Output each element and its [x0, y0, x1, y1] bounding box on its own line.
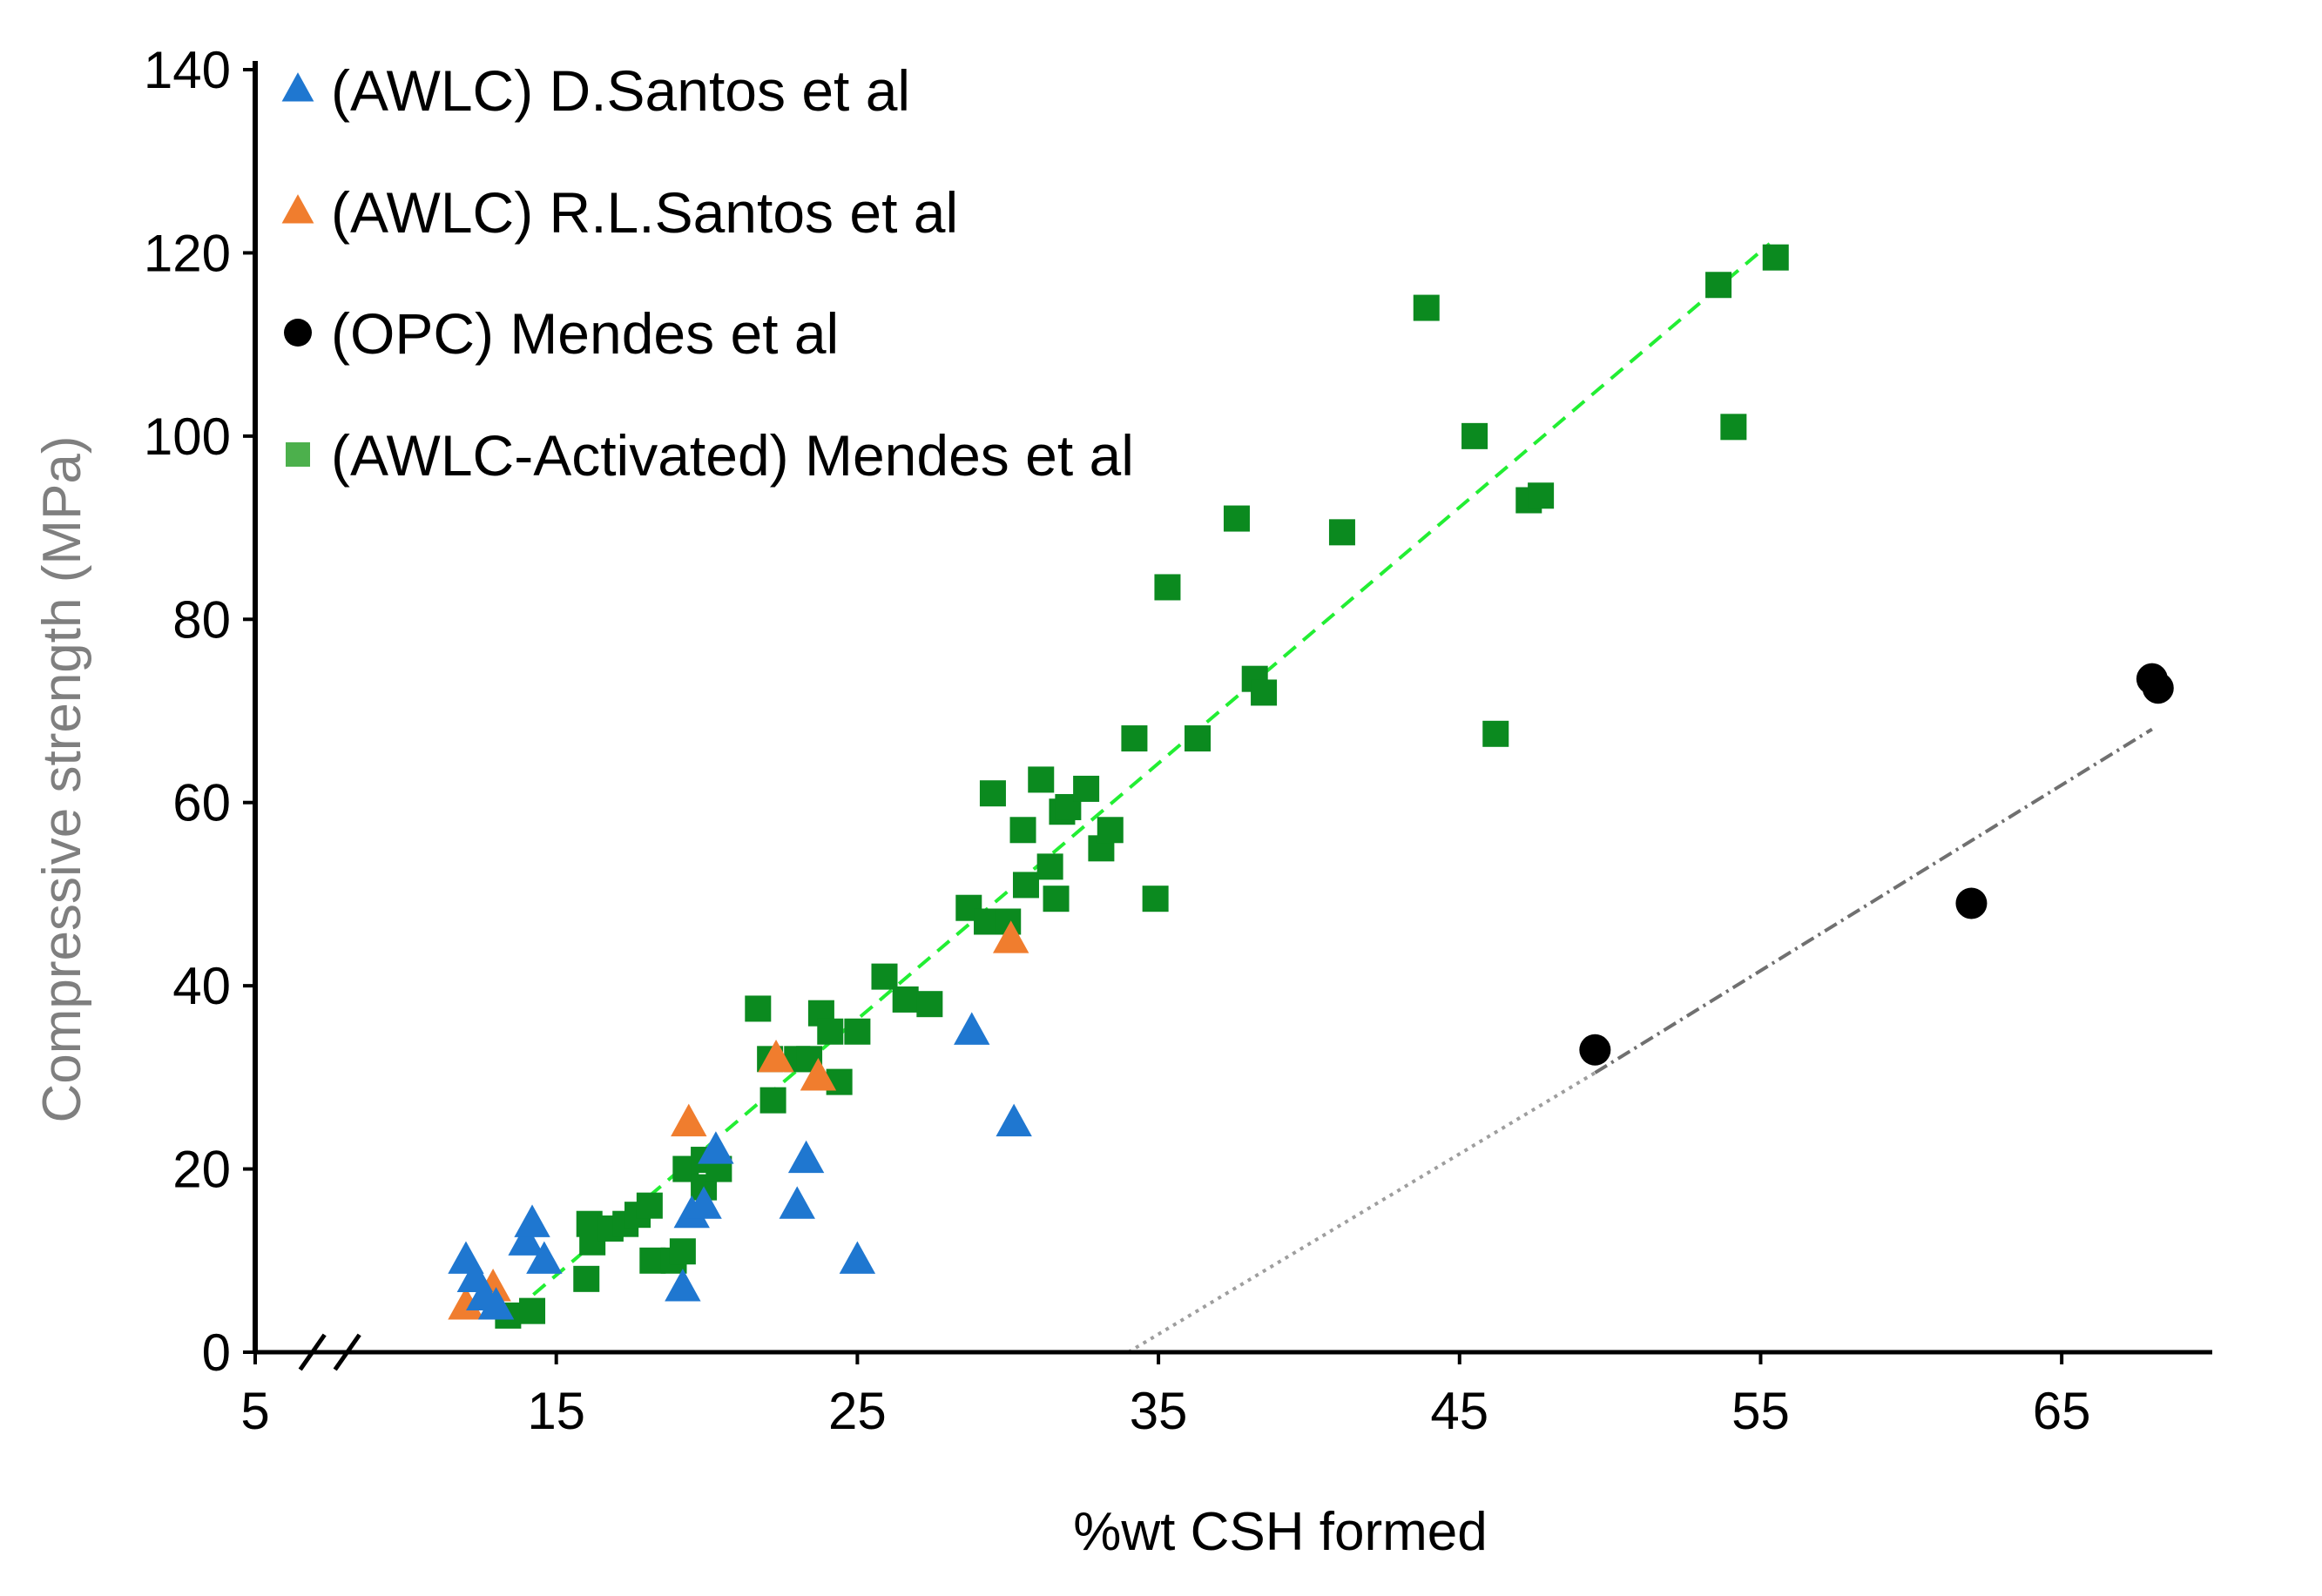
point-awlc-d-santos-et-al	[954, 1012, 990, 1045]
point-awlc-r-l-santos-et-al	[671, 1103, 707, 1137]
point-awlc-activated-mendes-et-al	[979, 780, 1006, 807]
legend-marker-awlc-activated-mendes-et-al	[286, 442, 310, 467]
point-awlc-r-l-santos-et-al	[992, 920, 1029, 953]
point-awlc-activated-mendes-et-al	[636, 1192, 663, 1219]
point-awlc-activated-mendes-et-al	[844, 1018, 871, 1045]
point-awlc-r-l-santos-et-al	[758, 1039, 794, 1073]
point-awlc-activated-mendes-et-al	[1482, 720, 1509, 747]
y-tick-label: 20	[172, 1141, 231, 1199]
y-tick-label: 80	[172, 590, 231, 649]
legend-label-awlc-r-l-santos-et-al: (AWLC) R.L.Santos et al	[331, 180, 958, 245]
point-awlc-activated-mendes-et-al	[1705, 272, 1732, 299]
point-awlc-activated-mendes-et-al	[1142, 886, 1169, 912]
point-awlc-activated-mendes-et-al	[1413, 294, 1440, 321]
y-tick-label: 0	[202, 1323, 231, 1382]
point-awlc-activated-mendes-et-al	[1461, 422, 1488, 449]
point-awlc-d-santos-et-al	[477, 1287, 515, 1320]
point-awlc-d-santos-et-al	[665, 1269, 701, 1302]
point-awlc-d-santos-et-al	[996, 1103, 1032, 1137]
x-tick-label: 15	[527, 1382, 585, 1440]
point-opc-mendes-et-al	[2142, 672, 2174, 704]
trendline-dashed	[512, 242, 1772, 1313]
point-awlc-activated-mendes-et-al	[1009, 817, 1036, 844]
legend-label-awlc-activated-mendes-et-al: (AWLC-Activated) Mendes et al	[331, 423, 1134, 488]
point-awlc-r-l-santos-et-al	[800, 1058, 837, 1091]
x-tick-label: 25	[828, 1382, 887, 1440]
point-awlc-activated-mendes-et-al	[573, 1265, 600, 1292]
point-opc-mendes-et-al	[1579, 1034, 1611, 1066]
point-awlc-activated-mendes-et-al	[1036, 853, 1063, 880]
x-tick-label: 65	[2033, 1382, 2091, 1440]
legend: (AWLC) D.Santos et al (AWLC) R.L.Santos e…	[281, 58, 1134, 488]
point-awlc-activated-mendes-et-al	[1720, 414, 1747, 441]
point-awlc-activated-mendes-et-al	[669, 1238, 696, 1265]
point-awlc-activated-mendes-et-al	[1043, 886, 1070, 912]
point-awlc-d-santos-et-al	[685, 1186, 722, 1219]
x-tick-label: 45	[1430, 1382, 1488, 1440]
axes: 0 20 40 60 80 100 120 140 5 15 25 35 45 55 65	[144, 41, 2212, 1440]
point-awlc-activated-mendes-et-al	[1073, 775, 1100, 802]
point-awlc-activated-mendes-et-al	[759, 1087, 786, 1114]
point-awlc-d-santos-et-al	[508, 1222, 544, 1256]
point-awlc-activated-mendes-et-al	[1097, 817, 1124, 844]
point-awlc-activated-mendes-et-al	[916, 991, 943, 1018]
point-awlc-r-l-santos-et-al	[448, 1287, 484, 1320]
trendline-dash-dot	[1594, 727, 2153, 1074]
point-awlc-activated-mendes-et-al	[1528, 482, 1555, 509]
point-awlc-activated-mendes-et-al	[1223, 505, 1250, 532]
x-axis-break-mark	[333, 1333, 361, 1371]
legend-label-awlc-d-santos-et-al: (AWLC) D.Santos et al	[331, 58, 910, 123]
x-axis-break-mark	[298, 1333, 327, 1371]
point-awlc-activated-mendes-et-al	[1185, 725, 1212, 752]
y-tick-label: 40	[172, 957, 231, 1015]
point-awlc-d-santos-et-al	[526, 1241, 563, 1274]
y-tick-label: 60	[172, 774, 231, 832]
point-awlc-activated-mendes-et-al	[1028, 766, 1055, 793]
point-awlc-activated-mendes-et-al	[519, 1297, 546, 1324]
x-tick-label: 55	[1731, 1382, 1790, 1440]
point-awlc-activated-mendes-et-al	[745, 995, 772, 1022]
point-awlc-activated-mendes-et-al	[1154, 574, 1181, 601]
x-axis-title: %wt CSH formed	[1073, 1502, 1487, 1562]
point-awlc-d-santos-et-al	[839, 1241, 876, 1274]
point-awlc-activated-mendes-et-al	[1328, 519, 1355, 546]
point-awlc-d-santos-et-al	[698, 1131, 734, 1164]
data-points	[448, 244, 2174, 1329]
point-awlc-d-santos-et-al	[514, 1204, 550, 1237]
point-awlc-activated-mendes-et-al	[1762, 244, 1789, 271]
point-awlc-activated-mendes-et-al	[871, 963, 898, 990]
x-tick-label: 35	[1130, 1382, 1188, 1440]
legend-marker-awlc-d-santos-et-al	[281, 72, 314, 102]
point-awlc-d-santos-et-al	[787, 1140, 825, 1174]
y-tick-label: 100	[144, 407, 231, 466]
point-awlc-activated-mendes-et-al	[817, 1018, 844, 1045]
legend-marker-awlc-r-l-santos-et-al	[281, 194, 314, 224]
trendlines	[512, 242, 2153, 1354]
x-tick-label: 5	[240, 1382, 269, 1440]
y-tick-label: 140	[144, 41, 231, 99]
point-awlc-activated-mendes-et-al	[1012, 872, 1039, 899]
point-awlc-activated-mendes-et-al	[892, 986, 919, 1013]
point-opc-mendes-et-al	[1955, 887, 1988, 919]
point-awlc-activated-mendes-et-al	[1121, 725, 1148, 752]
trendline-dotted	[1127, 1071, 1596, 1354]
legend-marker-opc-mendes-et-al	[284, 319, 312, 347]
y-tick-label: 120	[144, 224, 231, 282]
legend-label-opc-mendes-et-al: (OPC) Mendes et al	[331, 301, 839, 366]
y-axis-title: Compressive strength (MPa)	[32, 435, 92, 1122]
point-awlc-d-santos-et-al	[779, 1186, 815, 1219]
point-awlc-activated-mendes-et-al	[1251, 679, 1278, 706]
